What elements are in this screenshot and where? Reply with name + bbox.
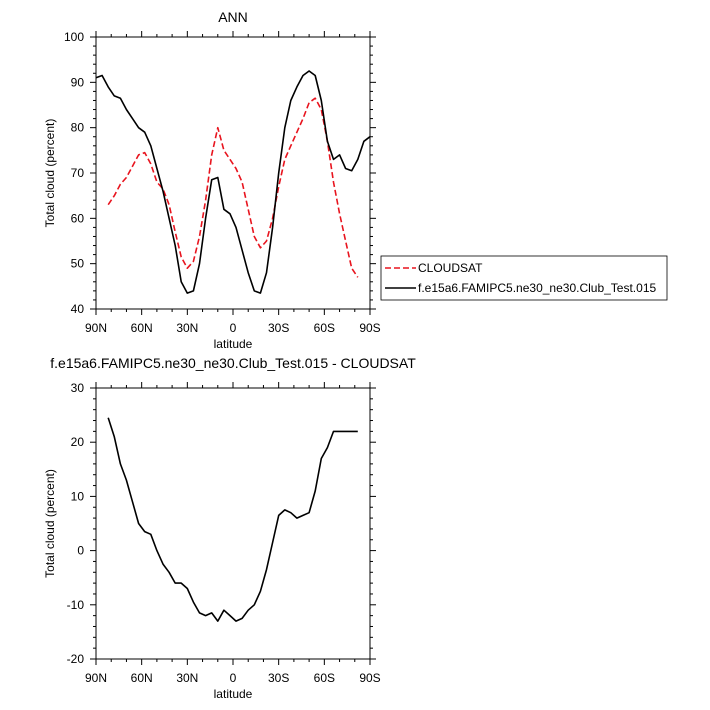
x-axis-label: latitude — [214, 687, 253, 701]
legend: CLOUDSAT f.e15a6.FAMIPC5.ne30_ne30.Club_T… — [380, 255, 668, 301]
legend-box — [380, 255, 668, 301]
y-tick-label: 10 — [71, 489, 85, 503]
plot-frame — [95, 36, 371, 310]
top-panel: 90N 60N 30N 0 30S 60S 90S 40 50 60 70 80 90 100 ANN lat… — [43, 9, 381, 351]
y-tick-label: -10 — [67, 598, 85, 612]
y-tick-label: 90 — [71, 75, 85, 89]
x-tick-label: 30N — [176, 671, 198, 685]
y-axis-label: Total cloud (percent) — [43, 119, 57, 228]
x-tick-label: 30S — [268, 671, 289, 685]
y-tick-label: 20 — [71, 435, 85, 449]
x-tick-label: 60S — [314, 321, 335, 335]
y-tick-label: 0 — [77, 544, 84, 558]
y-tick-label: 70 — [71, 166, 85, 180]
x-axis-label: latitude — [214, 337, 253, 351]
x-tick-label: 0 — [230, 671, 237, 685]
series-line-cloudsat — [107, 97, 359, 278]
x-tick-label: 60S — [314, 671, 335, 685]
legend-label: CLOUDSAT — [418, 261, 483, 275]
legend-label: f.e15a6.FAMIPC5.ne30_ne30.Club_Test.015 — [418, 281, 656, 295]
x-tick-label: 90S — [359, 671, 380, 685]
y-tick-label: -20 — [67, 652, 85, 666]
x-tick-label: 0 — [230, 321, 237, 335]
y-axis-label: Total cloud (percent) — [43, 469, 57, 578]
chart-title: f.e15a6.FAMIPC5.ne30_ne30.Club_Test.015 … — [50, 355, 416, 371]
series-line-model — [95, 70, 371, 294]
x-tick-label: 90S — [359, 321, 380, 335]
y-tick-label: 30 — [71, 381, 85, 395]
x-tick-label: 30N — [176, 321, 198, 335]
x-tick-label: 60N — [131, 321, 153, 335]
x-tick-label: 30S — [268, 321, 289, 335]
y-tick-label: 80 — [71, 121, 85, 135]
x-tick-label: 90N — [85, 671, 107, 685]
x-tick-label: 60N — [131, 671, 153, 685]
y-tick-label: 50 — [71, 257, 85, 271]
series-line-model — [107, 417, 358, 622]
y-tick-label: 60 — [71, 211, 85, 225]
y-tick-label: 100 — [64, 30, 84, 44]
chart-title: ANN — [218, 9, 248, 25]
bottom-panel: 90N 60N 30N 0 30S 60S 90S -20 -10 0 10 20 30 f.e15a6.… — [43, 355, 416, 701]
y-tick-label: 40 — [71, 302, 85, 316]
x-tick-label: 90N — [85, 321, 107, 335]
